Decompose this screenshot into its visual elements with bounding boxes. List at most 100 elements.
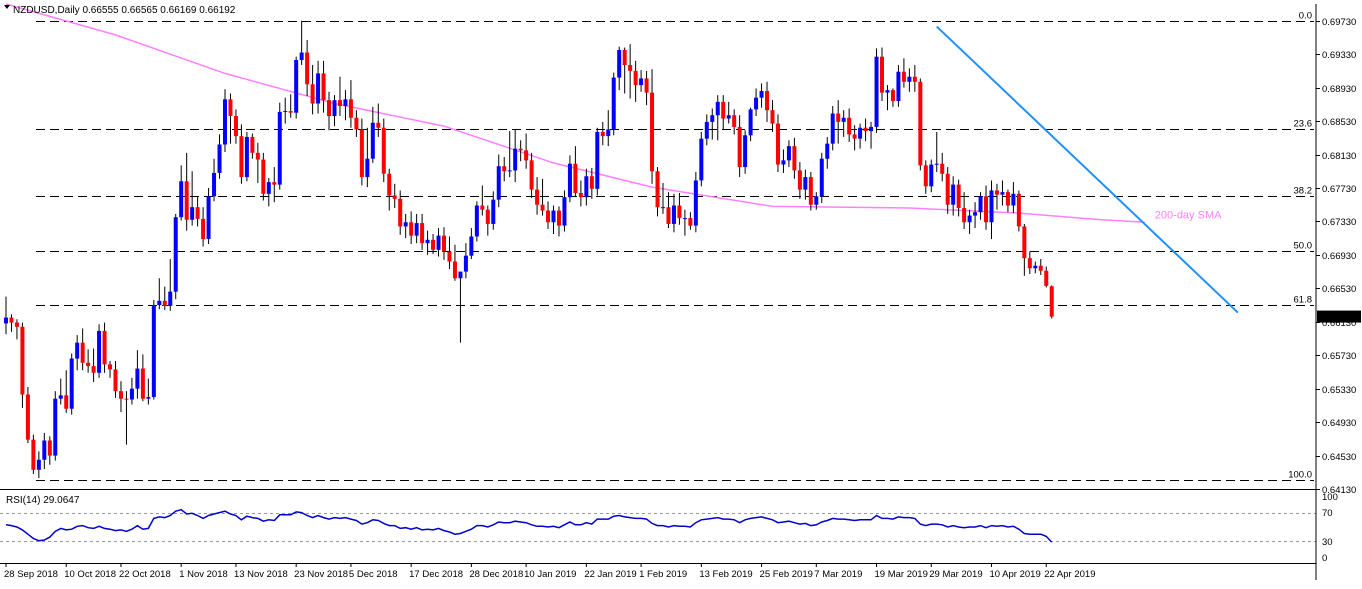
candle-body — [228, 99, 233, 117]
candle-body — [365, 158, 370, 178]
candle-body — [715, 101, 720, 116]
candle-body — [348, 99, 353, 118]
candle-body — [600, 131, 605, 137]
candle-body — [967, 215, 972, 223]
candle-body — [436, 235, 441, 250]
candle-body — [1011, 193, 1016, 206]
candle-body — [934, 163, 939, 165]
candle-body — [124, 398, 129, 400]
candle-body — [901, 71, 906, 82]
candle-body — [513, 148, 518, 171]
candle-body — [102, 330, 107, 365]
candle-body — [540, 204, 545, 211]
candle-body — [644, 78, 649, 93]
candle-body — [956, 184, 961, 209]
candle-body — [113, 369, 118, 392]
candle-body — [4, 317, 8, 324]
candle-body — [775, 123, 780, 165]
fib-levels: 0.0 23.6 38.2 50.0 61.8 100.0 — [36, 11, 1314, 481]
candle-body — [524, 150, 529, 161]
candle-body — [195, 207, 200, 219]
candle-body — [529, 160, 534, 190]
candle-body — [945, 173, 950, 205]
sma-200-label: 200-day SMA — [1155, 209, 1222, 221]
candles — [4, 20, 1054, 479]
candle-body — [387, 173, 392, 196]
symbol-info-text: NZDUSD,Daily 0.66555 0.66565 0.66169 0.6… — [13, 5, 236, 16]
candle-body — [978, 196, 983, 213]
candle-body — [190, 207, 195, 220]
candle-body — [962, 208, 967, 223]
candle-body — [650, 92, 655, 172]
time-tick-label: 25 Feb 2019 — [760, 569, 813, 580]
candle-body — [474, 205, 479, 237]
candle-body — [710, 115, 715, 122]
candle-body — [359, 129, 364, 178]
candle-body — [392, 195, 397, 199]
candle-body — [655, 171, 660, 208]
fib-level-label: 100.0 — [1288, 470, 1312, 481]
time-tick-label: 22 Jan 2019 — [584, 569, 636, 580]
candle-body — [431, 239, 436, 250]
candle-body — [233, 116, 238, 137]
candle-body — [480, 205, 485, 210]
candle-body — [212, 172, 217, 197]
candle-body — [442, 235, 446, 252]
candle-body — [535, 189, 540, 205]
candle-body — [507, 170, 512, 172]
candle-body — [381, 127, 386, 174]
time-tick-label: 1 Nov 2018 — [179, 569, 228, 580]
candle-body — [343, 99, 348, 107]
candle-body — [721, 101, 726, 119]
candle-body — [551, 210, 556, 223]
candle-body — [803, 177, 808, 190]
dropdown-triangle-icon[interactable] — [4, 5, 10, 9]
candle-body — [135, 368, 140, 389]
candle-body — [1000, 192, 1005, 195]
candle-body — [1005, 192, 1010, 206]
candle-body — [463, 255, 468, 272]
candle-body — [75, 342, 80, 359]
candle-body — [1022, 226, 1027, 259]
candle-body — [184, 181, 189, 220]
candle-body — [58, 395, 63, 399]
candle-body — [765, 90, 770, 111]
candle-body — [573, 163, 578, 193]
candle-body — [1044, 270, 1049, 286]
candle-body — [14, 322, 19, 327]
candle-body — [754, 97, 759, 110]
candle-body — [491, 199, 496, 224]
candle-body — [951, 184, 956, 205]
candle-body — [847, 117, 852, 135]
candle-body — [918, 81, 923, 166]
candle-body — [129, 388, 134, 400]
fib-level-label: 61.8 — [1294, 295, 1313, 306]
time-tick-label: 10 Oct 2018 — [64, 569, 116, 580]
candle-body — [31, 439, 36, 470]
price-tick-label: 0.66530 — [1322, 284, 1356, 295]
candle-body — [266, 182, 271, 194]
candle-body — [376, 122, 381, 128]
candle-body — [858, 127, 863, 139]
price-tick-label: 0.64530 — [1322, 452, 1356, 463]
candle-body — [447, 251, 452, 262]
price-tick-label: 0.66130 — [1322, 318, 1356, 329]
candle-body — [162, 300, 167, 306]
price-tick-label: 0.68130 — [1322, 151, 1356, 162]
candle-body — [398, 198, 403, 227]
candle-body — [595, 131, 600, 189]
candle-body — [869, 126, 874, 132]
rsi-line — [5, 508, 1053, 543]
candle-body — [874, 56, 879, 127]
candle-body — [310, 84, 315, 104]
time-tick-label: 17 Dec 2018 — [409, 569, 463, 580]
candle-body — [584, 176, 589, 198]
rsi-tick-label: 70 — [1322, 508, 1333, 519]
candle-body — [64, 395, 69, 409]
candle-body — [633, 70, 638, 86]
candle-body — [452, 261, 457, 279]
candle-body — [502, 166, 507, 172]
candle-body — [244, 136, 249, 178]
candle-body — [940, 163, 945, 174]
